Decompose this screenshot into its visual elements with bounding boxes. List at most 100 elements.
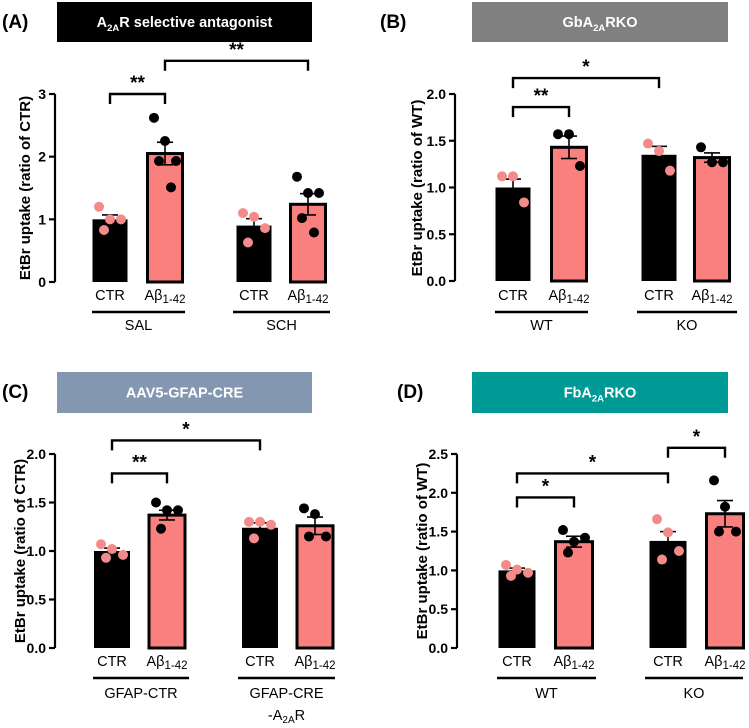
category-text: Aβ xyxy=(691,288,709,304)
data-point xyxy=(506,570,516,581)
header-text: RKO xyxy=(605,15,637,31)
group-label: GFAP-CRE xyxy=(249,686,323,702)
panel-header-box xyxy=(472,372,728,413)
data-point xyxy=(243,237,253,248)
data-point xyxy=(166,182,176,193)
panel-label: (B) xyxy=(380,12,406,33)
data-point xyxy=(720,501,730,512)
data-point xyxy=(714,526,724,537)
group-label: GFAP-CTR xyxy=(104,686,177,702)
header-subscript: 2A xyxy=(592,394,604,405)
category-subscript: 1-42 xyxy=(305,294,328,306)
data-point xyxy=(321,531,331,542)
significance-bracket xyxy=(515,496,576,508)
bar xyxy=(289,202,327,284)
category-text: CTR xyxy=(644,288,674,304)
header-text: GbA xyxy=(563,15,594,31)
group-label: KO xyxy=(677,318,698,334)
data-point xyxy=(512,564,522,575)
data-point xyxy=(731,526,741,537)
data-point xyxy=(314,188,324,199)
category-text: CTR xyxy=(97,654,127,670)
panel-header-title: FbA2ARKO xyxy=(564,386,637,405)
y-axis-title: EtBr uptake (ratio of WT) xyxy=(409,100,426,277)
y-tick-label: 2.5 xyxy=(429,446,449,462)
data-point xyxy=(564,129,574,140)
data-point xyxy=(558,525,568,536)
x-category-label: Aβ1-42 xyxy=(287,288,328,306)
header-text: AAV5-GFAP-CRE xyxy=(126,386,244,402)
y-axis-title: EtBr uptake (ratio of CTR) xyxy=(17,96,34,280)
data-point xyxy=(173,505,183,516)
data-point xyxy=(238,208,248,219)
data-point xyxy=(154,156,164,167)
data-point xyxy=(696,142,706,153)
y-tick-label: 1.0 xyxy=(429,562,449,578)
data-point xyxy=(674,546,684,556)
x-category-label: Aβ1-42 xyxy=(691,288,732,306)
y-tick-label: 1.5 xyxy=(429,524,449,540)
header-text: R selective antagonist xyxy=(119,15,272,31)
x-category-label: Aβ1-42 xyxy=(553,654,594,672)
bar xyxy=(498,570,536,648)
header-text: RKO xyxy=(604,386,636,402)
y-tick-label: 0.5 xyxy=(429,601,449,617)
y-axis-title: EtBr uptake (ratio of WT) xyxy=(414,463,431,640)
data-point xyxy=(523,567,533,578)
bar xyxy=(641,154,677,281)
group-text: R xyxy=(295,708,305,724)
data-point xyxy=(162,505,172,516)
y-axis-title: EtBr uptake (ratio of CTR) xyxy=(12,459,29,643)
group-text: -A xyxy=(268,708,283,724)
data-point xyxy=(297,213,307,224)
category-text: Aβ xyxy=(553,654,571,670)
panel-header-box xyxy=(57,2,312,42)
category-text: Aβ xyxy=(294,654,312,670)
y-tick-label: 2 xyxy=(38,149,46,165)
data-point xyxy=(654,146,664,157)
group-label: SAL xyxy=(125,318,152,334)
y-tick-label: 0.0 xyxy=(427,273,447,289)
x-category-label: CTR xyxy=(95,288,125,304)
significance-label: ** xyxy=(130,73,145,94)
data-point xyxy=(99,224,109,235)
category-text: CTR xyxy=(95,288,125,304)
category-text: CTR xyxy=(502,654,532,670)
bar xyxy=(92,219,128,282)
y-tick-label: 2.0 xyxy=(429,485,449,501)
category-text: Aβ xyxy=(704,654,722,670)
data-point xyxy=(94,201,104,212)
significance-bracket xyxy=(515,472,670,484)
category-subscript: 1-42 xyxy=(571,660,594,672)
y-tick-label: 0 xyxy=(38,274,46,290)
data-point xyxy=(665,165,675,176)
significance-label: ** xyxy=(534,86,549,107)
y-tick-label: 0.5 xyxy=(427,226,447,242)
category-text: CTR xyxy=(498,288,528,304)
category-subscript: 1-42 xyxy=(164,660,187,672)
data-point xyxy=(292,171,302,182)
x-category-label: Aβ1-42 xyxy=(146,654,187,672)
panel-label: (C) xyxy=(2,382,28,403)
x-category-label: CTR xyxy=(644,288,674,304)
x-category-label: CTR xyxy=(245,654,275,670)
significance-label: * xyxy=(589,452,597,473)
group-label: SCH xyxy=(266,318,297,334)
data-point xyxy=(652,514,662,525)
data-point xyxy=(107,544,117,555)
data-point xyxy=(156,523,166,534)
data-point xyxy=(310,509,320,520)
header-subscript: 2A xyxy=(593,23,605,34)
y-tick-label: 0.0 xyxy=(429,640,449,656)
data-point xyxy=(508,171,518,182)
category-subscript: 1-42 xyxy=(709,294,732,306)
data-point xyxy=(501,559,511,570)
data-point xyxy=(304,531,314,542)
y-tick-label: 0.0 xyxy=(27,640,47,656)
data-point xyxy=(569,536,579,547)
data-point xyxy=(151,497,161,508)
